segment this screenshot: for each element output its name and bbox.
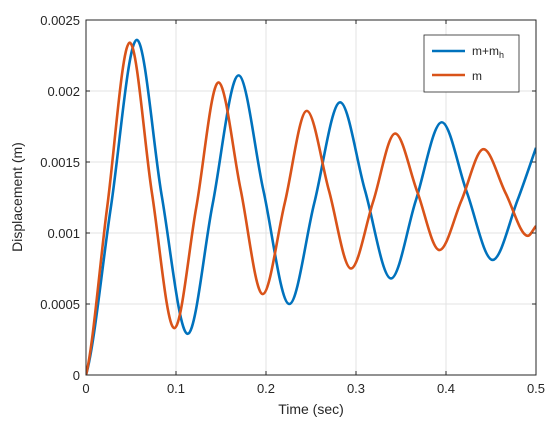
y-axis-label: Displacement (m) [9,142,25,252]
series-line-m [86,41,536,375]
x-tick-label: 0.1 [167,381,185,396]
legend: m+mh m [423,34,520,93]
x-axis-label: Time (sec) [278,401,344,417]
y-tick-label: 0 [73,368,80,383]
x-tick-label: 0 [82,381,89,396]
legend-label-m-mh-sub: h [499,50,504,60]
legend-label-m-mh-main: m+m [472,44,499,58]
plot-frame [85,19,537,376]
y-tick-label: 0.002 [47,84,80,99]
legend-label-m-mh: m+mh [472,44,504,60]
series-line-m-mh [86,38,536,375]
ticks: 0 0.1 0.2 0.3 0.4 0.5 0 0.0005 0.001 0.0015 0.002 0… [40,13,545,396]
legend-box [423,34,520,93]
y-tick-label: 0.0025 [40,13,80,28]
legend-label-m: m [472,69,482,83]
series-layer [86,38,536,375]
y-tick-label: 0.0015 [40,155,80,170]
y-tick-label: 0.001 [47,226,80,241]
x-tick-label: 0.3 [347,381,365,396]
x-tick-label: 0.2 [257,381,275,396]
y-tick-label: 0.0005 [40,297,80,312]
x-tick-label: 0.5 [527,381,545,396]
x-tick-label: 0.4 [437,381,455,396]
